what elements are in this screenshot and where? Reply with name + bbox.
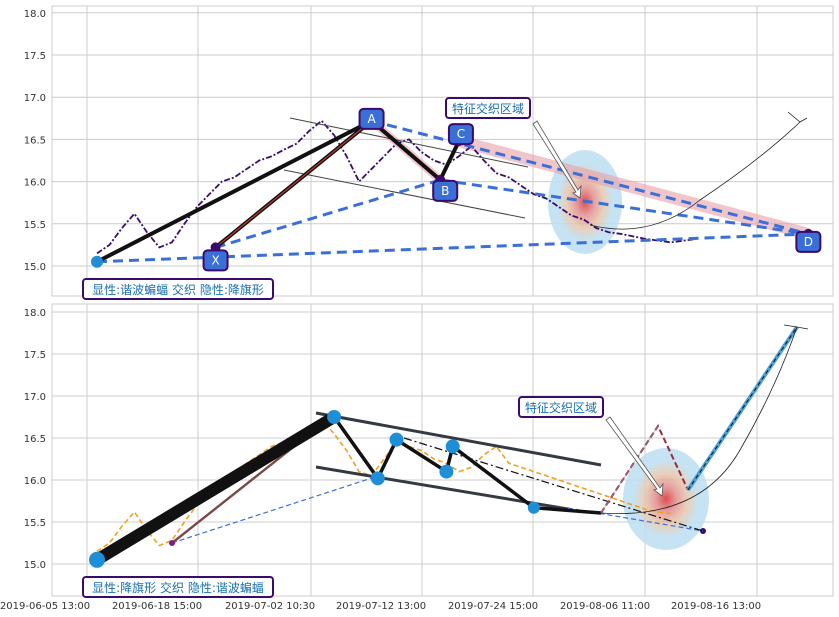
pattern-point-box-B [432,179,459,202]
y-tick-label: 17.0 [24,93,46,104]
y-tick-label: 15.0 [24,262,46,273]
region-arrow [605,416,664,497]
pivot-dot [389,432,404,447]
y-tick-label: 16.0 [24,178,46,189]
info-label-box [82,278,274,300]
x-tick-label: 2019-06-05 13:00 [0,601,90,612]
info-label: 显性:降旗形 交织 隐性:谐波蝙蝠 [92,580,264,595]
small-point [169,540,175,546]
pivot-dot [89,551,105,568]
pattern-point-box-X [202,249,229,272]
pivot-dot [439,464,454,479]
y-tick-label: 15.0 [24,560,46,571]
x-tick-label: 2019-07-24 15:00 [448,601,538,612]
pivot-dot [445,439,460,454]
projection-curve [589,121,801,230]
pattern-point-box-A [358,107,385,130]
projection-tip [787,111,808,123]
projection-tip [783,324,809,330]
dashed-blue-line-4 [215,178,441,249]
x-tick-label: 2019-07-02 10:30 [225,601,315,612]
region-label: 特征交织区域 [525,400,597,415]
y-tick-label: 16.0 [24,476,46,487]
plot-area-1 [51,303,834,597]
channel-upper [289,117,529,168]
y-tick-label: 15.5 [24,220,46,231]
info-label: 显性:谐波蝙蝠 交织 隐性:降旗形 [92,282,264,297]
pattern-point-label-B: B [441,184,449,198]
pivot-dot [327,410,342,424]
y-tick-label: 17.5 [24,51,46,62]
dashed-blue-line-3 [439,178,809,236]
pattern-point-box-D [795,230,822,253]
pivot-dot [370,471,385,486]
blue-dashed-tail [567,507,704,532]
projection-wedge-shadow [600,425,659,514]
y-tick-label: 16.5 [24,434,46,445]
info-label-box [82,576,274,598]
y-tick-label: 18.0 [24,308,46,319]
y-tick-label: 15.5 [24,518,46,529]
x-tick-label: 2019-06-18 15:00 [112,601,202,612]
region-label-box [445,97,531,119]
region-label: 特征交织区域 [452,101,524,116]
x-tick-label: 2019-08-06 11:00 [560,601,650,612]
pattern-point-label-X: X [211,253,219,267]
flag-channel-upper [315,411,602,467]
pattern-point-box-C [447,123,474,146]
y-tick-label: 17.0 [24,392,46,403]
x-tick-label: 2019-08-16 13:00 [671,601,761,612]
feature-region-ellipse [623,448,709,550]
channel-lower [283,169,526,219]
x-tick-label: 2019-07-12 13:00 [336,601,426,612]
pattern-point-label-D: D [804,235,813,249]
region-arrow [532,120,582,199]
pattern-point-label-A: A [367,112,376,126]
y-tick-label: 16.5 [24,135,46,146]
dashdot-line [403,437,704,532]
series-line-orange [96,418,672,553]
projection-up-core [687,326,798,491]
plot-area-0 [51,5,834,297]
pattern-point-label-C: C [457,127,465,141]
projection-curve [600,326,798,515]
y-tick-label: 18.0 [24,9,46,20]
pattern-leg-2 [438,140,461,181]
y-tick-label: 17.5 [24,350,46,361]
pattern-leg-0 [96,119,373,264]
dashed-blue-line-2 [371,119,809,236]
main-leg [93,411,338,565]
blue-dashed-leg [171,475,379,544]
pivot-dot [91,255,103,268]
pivot-dot [527,501,540,514]
pattern-leg-3 [370,119,442,182]
region-label-box [518,396,604,418]
pattern-leg-core [215,120,372,248]
